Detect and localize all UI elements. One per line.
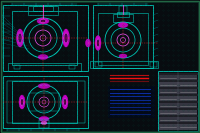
Ellipse shape — [16, 29, 24, 47]
Bar — [158, 71, 198, 131]
Ellipse shape — [118, 22, 128, 28]
Bar — [159, 110, 197, 115]
Bar — [39, 120, 49, 128]
Bar — [14, 65, 20, 69]
Ellipse shape — [64, 99, 66, 105]
Bar — [117, 12, 129, 17]
Bar — [119, 6, 127, 14]
Bar — [7, 81, 85, 123]
Bar — [95, 62, 102, 67]
Bar — [28, 6, 58, 15]
Ellipse shape — [62, 95, 68, 109]
Bar — [108, 73, 153, 85]
Bar — [159, 117, 197, 122]
Bar — [159, 103, 197, 108]
Bar — [8, 63, 81, 71]
Bar — [3, 76, 88, 128]
Ellipse shape — [19, 95, 25, 109]
Bar — [159, 75, 197, 80]
Ellipse shape — [40, 20, 46, 22]
Bar — [108, 86, 155, 118]
Bar — [159, 124, 197, 130]
Ellipse shape — [21, 99, 24, 105]
Bar — [69, 65, 75, 69]
Bar — [93, 5, 153, 68]
Bar — [90, 61, 158, 68]
Ellipse shape — [86, 39, 90, 47]
Ellipse shape — [62, 29, 70, 47]
Ellipse shape — [95, 36, 101, 51]
Ellipse shape — [39, 117, 49, 122]
Bar — [159, 89, 197, 94]
Ellipse shape — [41, 122, 47, 124]
Bar — [12, 11, 77, 65]
Bar — [33, 6, 53, 11]
Bar — [159, 96, 197, 101]
Ellipse shape — [38, 55, 48, 59]
Ellipse shape — [119, 54, 127, 58]
Ellipse shape — [96, 39, 100, 47]
Bar — [113, 14, 133, 22]
Bar — [12, 81, 77, 123]
Ellipse shape — [64, 33, 68, 43]
Ellipse shape — [18, 33, 22, 43]
Bar — [3, 5, 88, 71]
Bar — [159, 82, 197, 87]
Bar — [150, 62, 157, 67]
Bar — [29, 93, 59, 111]
Ellipse shape — [38, 84, 50, 88]
Ellipse shape — [37, 18, 49, 24]
Bar — [98, 13, 148, 65]
